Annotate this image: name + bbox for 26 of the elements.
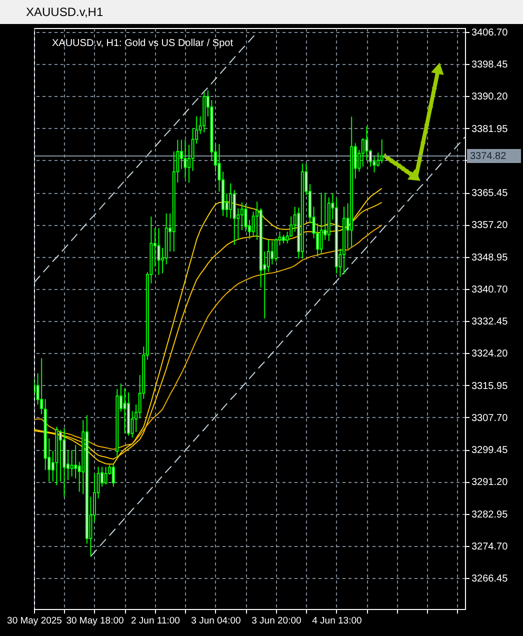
x-tick-label: 4 Jun 13:00 xyxy=(312,616,362,626)
x-tick-label: 3 Jun 20:00 xyxy=(252,616,302,626)
y-tick-label: 3381.95 xyxy=(472,124,508,135)
y-tick-label: 3406.70 xyxy=(472,27,508,38)
y-tick-label: 3291.20 xyxy=(472,477,508,488)
y-tick-label: 3340.70 xyxy=(472,284,508,296)
y-tick-label: 3282.95 xyxy=(472,509,508,520)
y-tick-label: 3357.20 xyxy=(472,220,508,232)
x-tick-label: 30 May 18:00 xyxy=(66,616,124,626)
x-tick-label: 2 Jun 11:00 xyxy=(131,616,180,626)
y-tick-label: 3274.70 xyxy=(472,541,508,552)
y-tick-label: 3348.95 xyxy=(472,252,508,264)
y-tick-label: 3324.20 xyxy=(472,348,508,360)
text: XAUUSD.v, H1: Gold vs US Dollar / Spot xyxy=(52,38,234,49)
y-tick-label: 3299.45 xyxy=(472,445,508,456)
y-tick-label: 3332.45 xyxy=(472,316,508,328)
x-tick-label: 30 May 2025 xyxy=(7,616,62,626)
y-tick-label: 3398.45 xyxy=(472,60,508,71)
y-tick-label: 3307.70 xyxy=(472,412,508,424)
y-tick-label: 3390.20 xyxy=(472,92,508,103)
ref-line-label: 3374.82 xyxy=(470,151,507,162)
y-tick-label: 3266.45 xyxy=(472,574,508,585)
chart-title: XAUUSD.v,H1 xyxy=(26,5,104,19)
x-tick-label: 3 Jun 04:00 xyxy=(191,616,241,626)
y-tick-label: 3365.45 xyxy=(472,188,508,200)
y-tick-label: 3315.95 xyxy=(472,380,508,392)
